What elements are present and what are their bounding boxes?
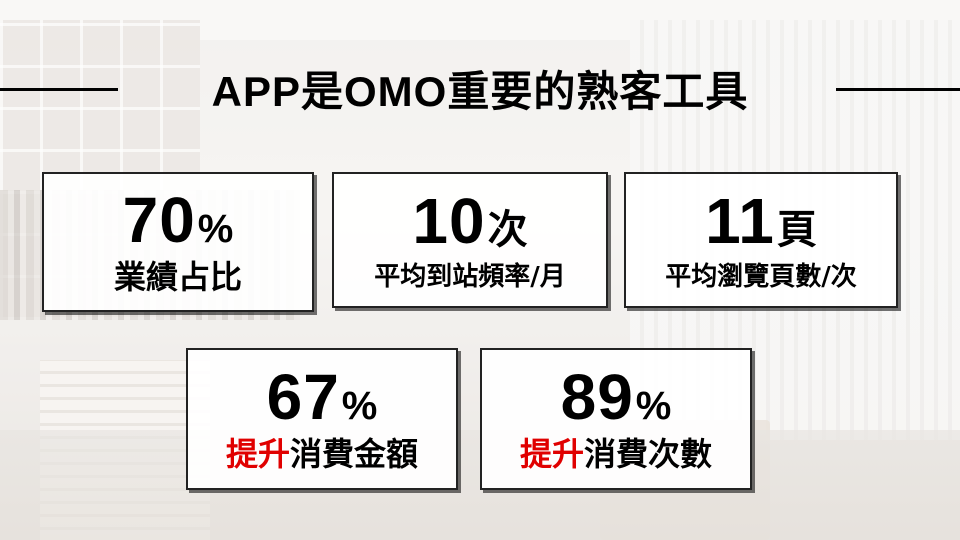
stat-card-revenue-share: 70% 業績占比 (42, 172, 314, 312)
stat-value: 67% (267, 365, 378, 429)
stat-unit: % (197, 207, 234, 252)
stat-unit: 頁 (776, 207, 817, 252)
title-rule-right (836, 88, 960, 91)
stat-number: 89 (560, 361, 634, 434)
stat-card-spending-amount: 67% 提升消費金額 (186, 348, 458, 490)
stat-unit: % (341, 384, 378, 429)
stat-label: 平均瀏覽頁數/次 (665, 261, 857, 292)
stat-label: 平均到站頻率/月 (374, 261, 566, 292)
stat-value: 89% (561, 365, 672, 429)
stat-label: 業績占比 (114, 260, 242, 295)
stat-card-purchase-count: 89% 提升消費次數 (480, 348, 752, 490)
stat-card-visit-frequency: 10次 平均到站頻率/月 (332, 172, 608, 308)
stat-card-pages-per-visit: 11頁 平均瀏覽頁數/次 (624, 172, 898, 308)
title-rule-left (0, 88, 118, 91)
stat-number: 11 (705, 184, 775, 257)
stat-label-text: 平均到站頻率/月 (374, 261, 566, 292)
stat-number: 70 (122, 184, 196, 257)
stat-label-highlight: 提升 (519, 435, 584, 474)
stat-label-text: 消費金額 (290, 435, 419, 474)
slide-title: APP是OMO重要的熟客工具 (211, 67, 749, 115)
slide-title-row: APP是OMO重要的熟客工具 (0, 58, 960, 118)
stat-value: 70% (123, 188, 234, 252)
stat-value: 11頁 (705, 189, 817, 253)
stat-unit: 次 (487, 207, 528, 252)
stat-label: 提升消費次數 (520, 437, 712, 472)
stat-label-text: 業績占比 (113, 258, 242, 297)
stat-label-text: 消費次數 (584, 435, 713, 474)
stat-unit: % (635, 384, 672, 429)
stat-number: 67 (266, 361, 340, 434)
stat-label-text: 平均瀏覽頁數/次 (665, 261, 857, 292)
stat-label-highlight: 提升 (225, 435, 290, 474)
stat-label: 提升消費金額 (226, 437, 418, 472)
stat-number: 10 (412, 184, 486, 257)
stat-value: 10次 (412, 189, 527, 253)
